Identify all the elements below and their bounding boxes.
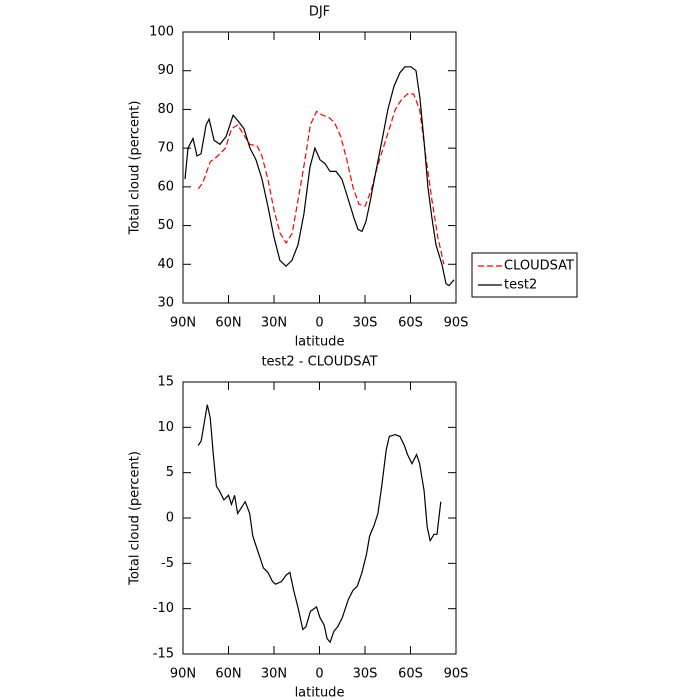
y-tick-label: 60 — [157, 179, 174, 194]
chart-title: test2 - CLOUDSAT — [261, 355, 377, 370]
x-tick-label: 30N — [261, 316, 287, 331]
y-tick-label: 70 — [157, 141, 174, 156]
y-axis-label: Total cloud (percent) — [128, 451, 143, 586]
x-tick-label: 90N — [170, 667, 196, 682]
y-tick-label: 0 — [166, 511, 174, 526]
x-tick-label: 60N — [215, 667, 241, 682]
y-tick-label: -15 — [153, 647, 174, 662]
y-tick-label: 90 — [157, 63, 174, 78]
y-tick-label: 30 — [157, 296, 174, 311]
x-tick-label: 90N — [170, 316, 196, 331]
plot-frame — [182, 381, 457, 655]
x-tick-label: 60S — [398, 316, 423, 331]
y-axis-label: Total cloud (percent) — [128, 101, 143, 236]
x-axis-label: latitude — [295, 686, 345, 700]
data-line — [197, 93, 445, 265]
x-tick-label: 60N — [215, 316, 241, 331]
x-tick-label: 90S — [444, 316, 469, 331]
y-tick-label: -10 — [153, 601, 174, 616]
plot-frame — [182, 31, 457, 304]
y-tick-label: 100 — [149, 25, 174, 40]
x-tick-label: 30S — [353, 316, 378, 331]
chart-title: DJF — [309, 5, 330, 20]
data-line — [184, 66, 455, 287]
y-tick-label: 10 — [157, 420, 174, 435]
x-axis-label: latitude — [295, 335, 345, 350]
data-line — [197, 404, 442, 644]
y-tick-label: 50 — [157, 218, 174, 233]
legend-box — [471, 252, 578, 298]
x-tick-label: 0 — [315, 316, 323, 331]
y-tick-label: -5 — [161, 556, 174, 571]
x-tick-label: 90S — [444, 667, 469, 682]
x-tick-label: 30S — [353, 667, 378, 682]
y-tick-label: 15 — [157, 375, 174, 390]
legend-label: test2 — [504, 278, 537, 293]
y-tick-label: 80 — [157, 102, 174, 117]
y-tick-label: 40 — [157, 257, 174, 272]
x-tick-label: 30N — [261, 667, 287, 682]
x-tick-label: 0 — [315, 667, 323, 682]
x-tick-label: 60S — [398, 667, 423, 682]
y-tick-label: 5 — [166, 465, 174, 480]
legend-label: CLOUDSAT — [504, 259, 574, 274]
